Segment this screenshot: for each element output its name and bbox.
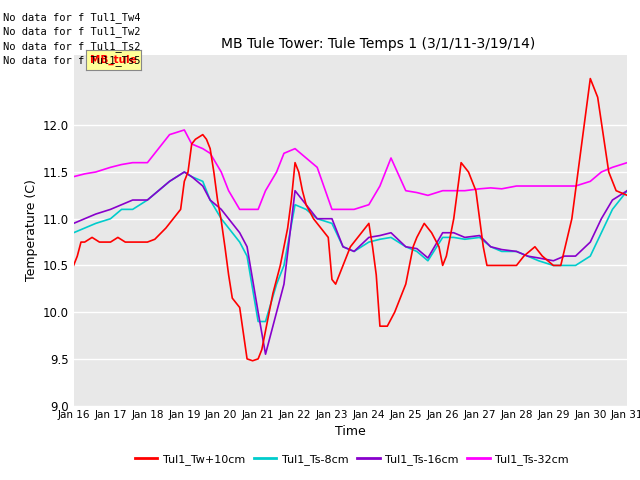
Text: No data for f Tul1_Tw2: No data for f Tul1_Tw2	[3, 26, 141, 37]
Y-axis label: Temperature (C): Temperature (C)	[26, 180, 38, 281]
Text: No data for f Tul1_Ts5: No data for f Tul1_Ts5	[3, 55, 141, 66]
Text: No data for f Tul1_Ts2: No data for f Tul1_Ts2	[3, 41, 141, 52]
Text: MB_tule: MB_tule	[90, 55, 137, 65]
X-axis label: Time: Time	[335, 425, 366, 438]
Text: No data for f Tul1_Tw4: No data for f Tul1_Tw4	[3, 12, 141, 23]
Legend: Tul1_Tw+10cm, Tul1_Ts-8cm, Tul1_Ts-16cm, Tul1_Ts-32cm: Tul1_Tw+10cm, Tul1_Ts-8cm, Tul1_Ts-16cm,…	[131, 450, 573, 469]
Title: MB Tule Tower: Tule Temps 1 (3/1/11-3/19/14): MB Tule Tower: Tule Temps 1 (3/1/11-3/19…	[221, 37, 535, 51]
